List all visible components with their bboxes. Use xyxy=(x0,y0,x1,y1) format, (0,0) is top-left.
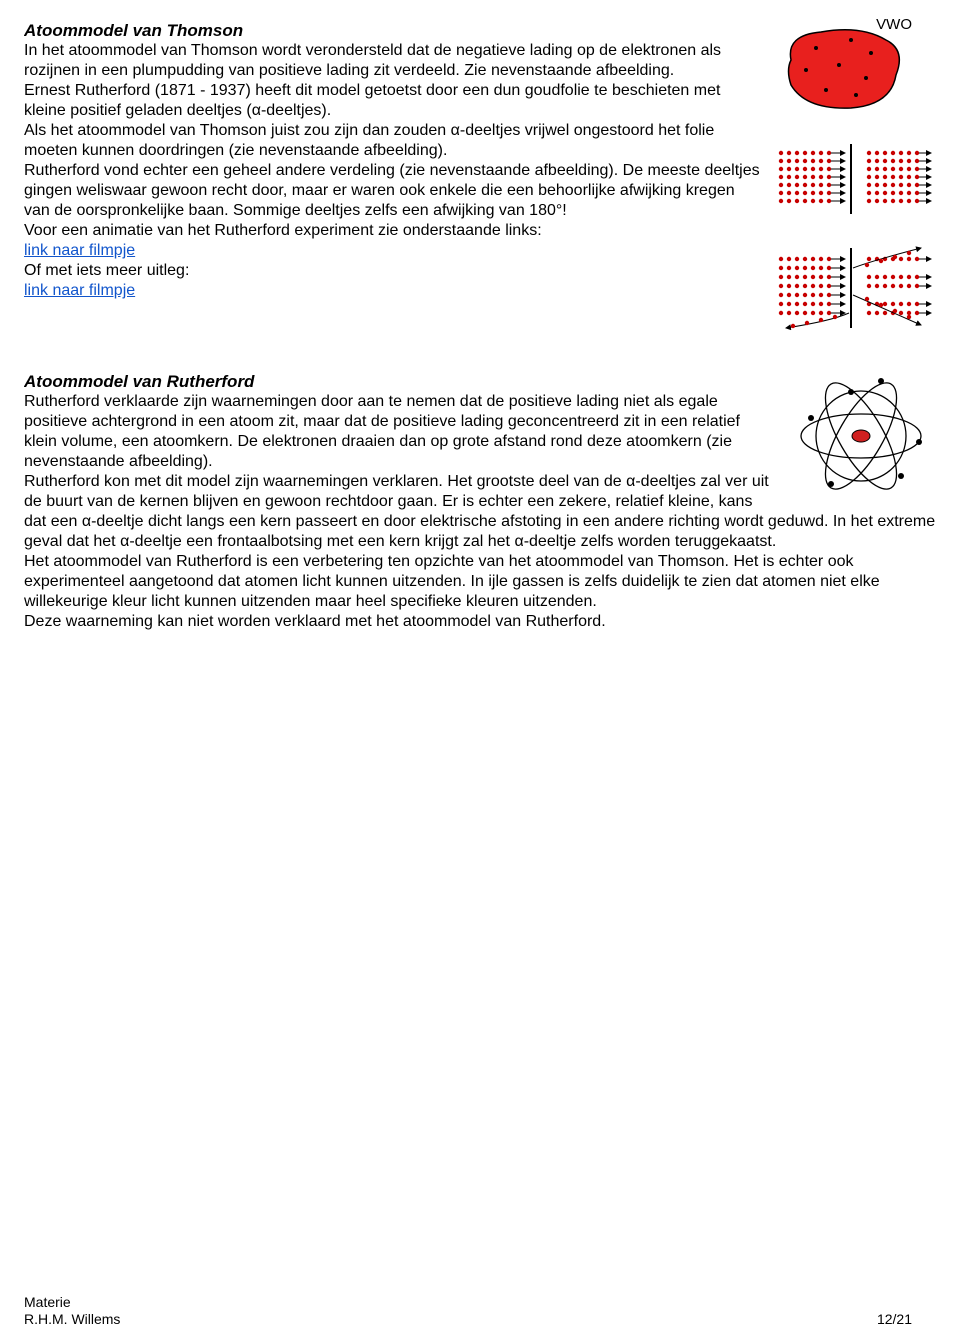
figure-scatter-deflect xyxy=(771,243,936,333)
video-link-2[interactable]: link naar filmpje xyxy=(24,282,135,299)
rutherford-p2a: Rutherford kon met dit model zijn waarne… xyxy=(24,473,626,490)
rutherford-p1: Rutherford verklaarde zijn waarnemingen … xyxy=(24,393,740,470)
video-link-1[interactable]: link naar filmpje xyxy=(24,242,135,259)
page-level-label: VWO xyxy=(876,16,912,35)
footer-author: R.H.M. Willems xyxy=(24,1311,120,1328)
thomson-p6: Of met iets meer uitleg: xyxy=(24,262,189,279)
alpha-symbol: α xyxy=(626,473,635,490)
alpha-symbol: α xyxy=(451,122,460,139)
section-rutherford: Atoommodel van Rutherford Rutherford ver… xyxy=(24,371,936,632)
rutherford-p2e: -deeltje zelfs worden teruggekaatst. xyxy=(524,533,777,550)
alpha-symbol: α xyxy=(252,102,261,119)
thomson-p3a: Als het atoommodel van Thomson juist zou… xyxy=(24,122,451,139)
thomson-p1: In het atoommodel van Thomson wordt vero… xyxy=(24,42,721,79)
figure-rutherford-atom xyxy=(786,371,936,507)
rutherford-p3: Het atoommodel van Rutherford is een ver… xyxy=(24,553,880,610)
thomson-p4: Rutherford vond echter een geheel andere… xyxy=(24,162,760,219)
alpha-symbol: α xyxy=(120,533,129,550)
rutherford-p2d: -deeltje een frontaalbotsing met een ker… xyxy=(129,533,514,550)
footer-page-number: 12/21 xyxy=(877,1311,912,1329)
thomson-p2b: -deeltjes). xyxy=(261,102,331,119)
thomson-p2a: Ernest Rutherford (1871 - 1937) heeft di… xyxy=(24,82,720,119)
figure-scatter-pass xyxy=(771,139,936,219)
page-footer: Materie R.H.M. Willems 12/21 xyxy=(24,1294,912,1328)
thomson-p5: Voor een animatie van het Rutherford exp… xyxy=(24,222,542,239)
alpha-symbol: α xyxy=(514,533,523,550)
alpha-symbol: α xyxy=(82,513,91,530)
footer-title: Materie xyxy=(24,1294,120,1311)
section-thomson: Atoommodel van Thomson In het atoommodel… xyxy=(24,20,936,339)
figure-column-thomson xyxy=(771,20,936,339)
rutherford-p4: Deze waarneming kan niet worden verklaar… xyxy=(24,613,606,630)
